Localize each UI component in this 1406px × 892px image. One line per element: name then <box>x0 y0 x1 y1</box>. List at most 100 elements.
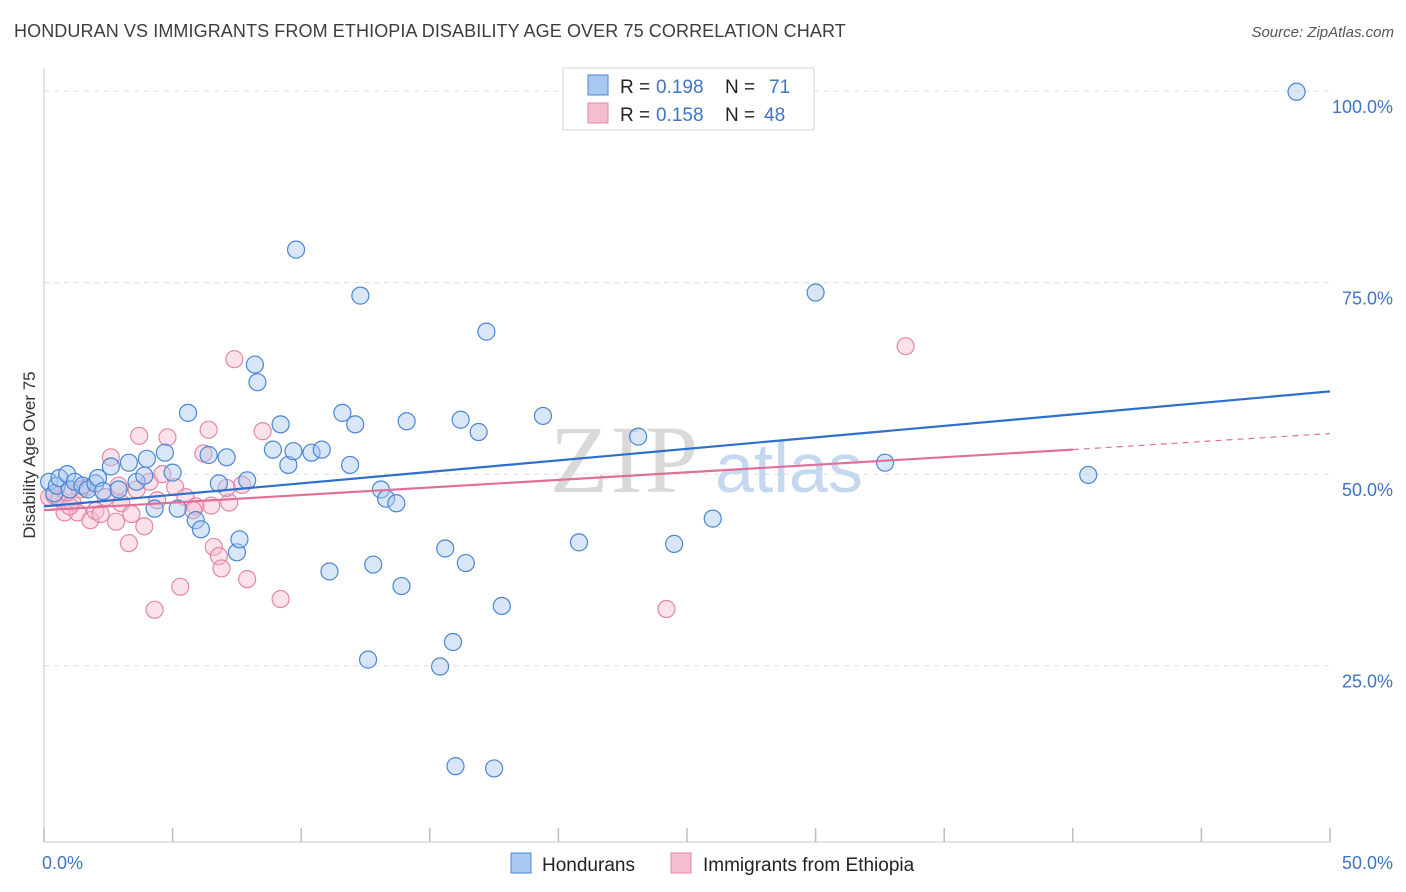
honduran-point-39 <box>312 440 331 459</box>
trend-line-hondurans <box>43 390 1331 508</box>
honduran-point-26 <box>209 474 228 493</box>
gridlines <box>44 90 1330 667</box>
legend-swatch-ethiopia <box>587 102 609 124</box>
chart-title: HONDURAN VS IMMIGRANTS FROM ETHIOPIA DIS… <box>14 21 846 41</box>
honduran-point-35 <box>279 455 298 475</box>
bottom-legend-label-hondurans: Hondurans <box>542 855 635 876</box>
trend-line-ethiopia <box>43 448 1073 512</box>
honduran-point-52 <box>436 539 455 558</box>
honduran-point-22 <box>178 403 198 422</box>
honduran-point-34 <box>271 415 290 434</box>
honduran-point-4 <box>58 465 77 484</box>
ethiopia-point-16 <box>135 517 154 536</box>
honduran-point-50 <box>392 576 411 596</box>
honduran-point-69 <box>1287 82 1306 101</box>
x-tick-label-1: 50.0% <box>1342 853 1393 873</box>
legend-swatch-hondurans <box>587 74 609 96</box>
honduran-point-29 <box>230 530 249 549</box>
ethiopia-point-34 <box>253 422 272 441</box>
y-tick-label-3: 100.0% <box>1332 97 1393 117</box>
legend-n-label-2: N = <box>725 105 755 126</box>
honduran-point-64 <box>665 534 684 553</box>
x-tick-labels: 0.0% 50.0% <box>42 853 1393 873</box>
honduran-point-41 <box>333 403 352 422</box>
honduran-point-70 <box>430 657 450 676</box>
honduran-point-59 <box>492 596 511 616</box>
watermark: ZIP atlas <box>550 406 863 513</box>
x-tick-label-0: 0.0% <box>42 853 83 873</box>
legend-r-value-1: 0.198 <box>656 77 704 98</box>
series-hondurans-points <box>40 82 1306 778</box>
honduran-point-45 <box>358 650 378 669</box>
honduran-point-21 <box>168 499 187 518</box>
bottom-legend-swatch-hondurans <box>510 852 532 874</box>
ethiopia-point-27 <box>204 537 223 557</box>
ethiopia-point-18 <box>145 600 164 619</box>
ethiopia-point-44 <box>657 599 676 619</box>
honduran-point-36 <box>284 442 303 461</box>
honduran-point-57 <box>477 322 496 341</box>
legend-n-value-2: 48 <box>764 105 785 126</box>
bottom-legend: Hondurans Immigrants from Ethiopia <box>510 852 915 876</box>
honduran-point-32 <box>248 373 267 392</box>
watermark-atlas: atlas <box>715 429 863 507</box>
honduran-point-67 <box>875 453 895 472</box>
y-axis-label: Disability Age Over 75 <box>20 371 39 538</box>
honduran-point-61 <box>533 406 553 426</box>
honduran-point-40 <box>320 562 339 581</box>
honduran-point-62 <box>569 533 589 552</box>
legend-r-label-1: R = <box>620 77 650 98</box>
ethiopia-point-13 <box>119 534 138 553</box>
honduran-point-23 <box>186 511 205 530</box>
honduran-point-43 <box>346 415 365 434</box>
honduran-point-44 <box>351 286 370 305</box>
y-tick-label-1: 50.0% <box>1342 480 1393 500</box>
honduran-point-19 <box>155 443 174 462</box>
ethiopia-point-26 <box>199 420 218 439</box>
honduran-point-38 <box>302 443 321 462</box>
honduran-point-60 <box>469 422 488 442</box>
honduran-point-37 <box>286 240 306 259</box>
trend-line-ethiopia-extension <box>1072 432 1331 451</box>
honduran-point-14 <box>119 453 138 472</box>
ethiopia-point-15 <box>130 426 149 445</box>
legend-n-label-1: N = <box>725 77 755 98</box>
ethiopia-point-31 <box>225 350 244 369</box>
y-tick-labels: 25.0% 50.0% 75.0% 100.0% <box>1332 97 1393 692</box>
honduran-point-58 <box>485 759 504 778</box>
ethiopia-point-10 <box>101 448 120 467</box>
y-tick-label-2: 75.0% <box>1342 289 1393 309</box>
legend-n-value-1: 71 <box>769 77 790 98</box>
bottom-legend-swatch-ethiopia <box>670 852 692 874</box>
honduran-point-63 <box>629 427 648 446</box>
honduran-point-25 <box>199 445 218 465</box>
honduran-point-42 <box>340 455 360 475</box>
honduran-point-24 <box>191 520 210 539</box>
honduran-point-11 <box>94 481 113 501</box>
honduran-point-33 <box>263 440 283 459</box>
honduran-point-30 <box>238 471 257 490</box>
honduran-point-17 <box>137 449 156 468</box>
honduran-point-16 <box>135 466 154 485</box>
ethiopia-point-45 <box>896 337 915 356</box>
ethiopia-point-35 <box>271 589 290 609</box>
legend-r-value-2: 0.158 <box>656 105 704 126</box>
honduran-point-55 <box>451 410 470 429</box>
honduran-point-49 <box>387 494 406 513</box>
honduran-point-65 <box>703 509 722 528</box>
ethiopia-point-39 <box>122 504 141 524</box>
bottom-legend-label-ethiopia: Immigrants from Ethiopia <box>703 855 915 876</box>
honduran-point-54 <box>446 757 465 776</box>
y-tick-label-0: 25.0% <box>1342 672 1393 692</box>
legend-r-label-2: R = <box>620 105 650 126</box>
chart-source: Source: ZipAtlas.com <box>1251 24 1394 41</box>
ethiopia-point-47 <box>106 512 126 531</box>
honduran-point-12 <box>101 457 120 476</box>
honduran-point-66 <box>806 283 825 302</box>
honduran-point-51 <box>397 412 416 431</box>
ethiopia-point-7 <box>81 511 100 530</box>
trend-lines <box>43 390 1331 512</box>
legend-box: R = 0.198 N = 71 R = 0.158 N = 48 <box>562 67 815 131</box>
honduran-point-46 <box>364 555 383 574</box>
